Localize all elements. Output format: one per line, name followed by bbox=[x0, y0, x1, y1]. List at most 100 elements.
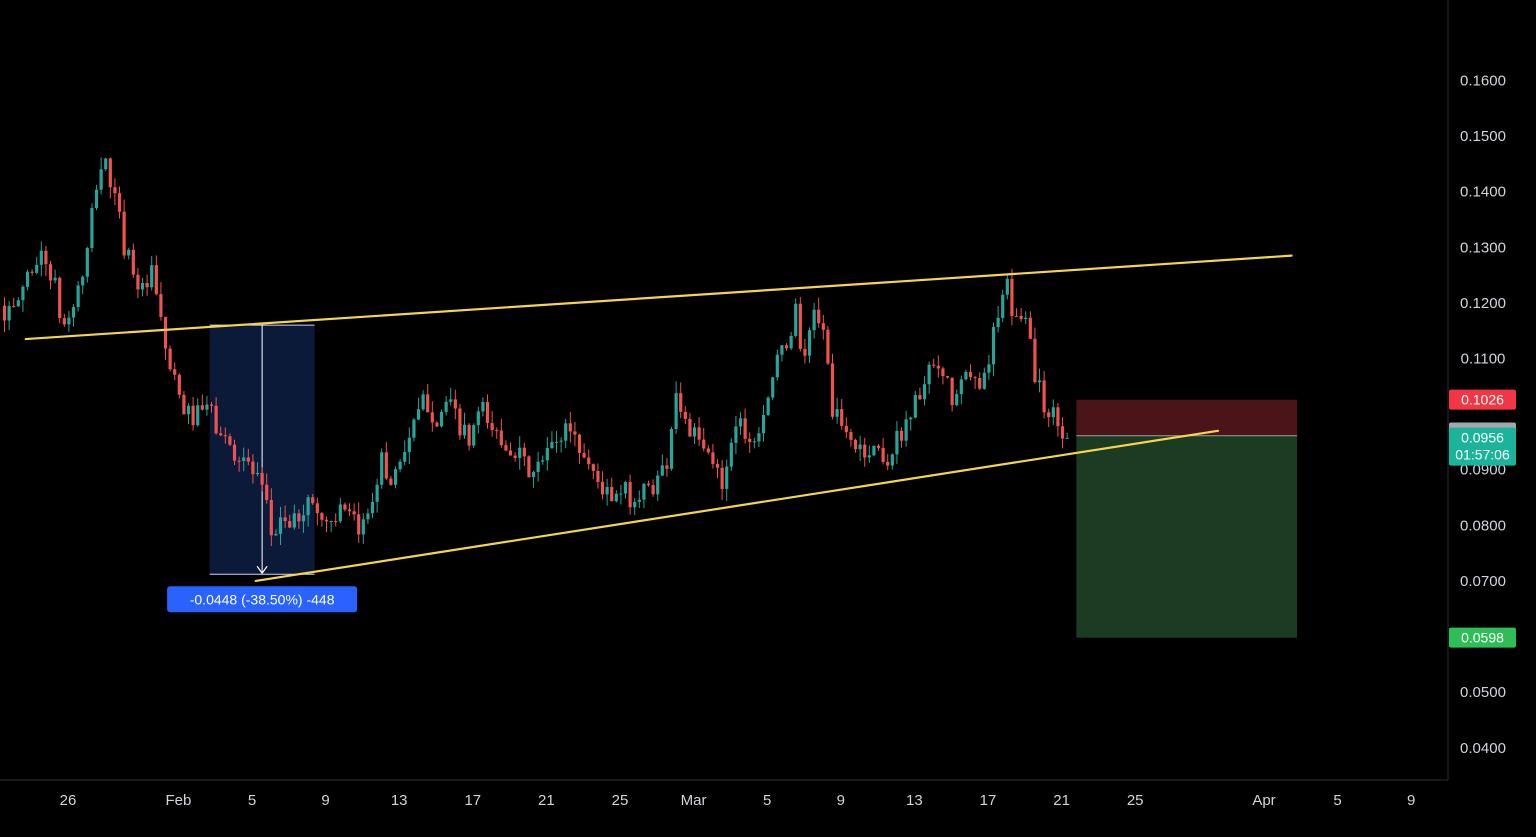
y-tick-label: 0.0800 bbox=[1460, 517, 1506, 534]
stop-loss-zone[interactable] bbox=[1076, 399, 1298, 436]
candle-body bbox=[481, 401, 485, 412]
candle-body bbox=[527, 456, 531, 478]
candle bbox=[909, 416, 913, 431]
candle-body bbox=[508, 450, 513, 456]
candle bbox=[232, 439, 237, 466]
candle-body bbox=[591, 464, 595, 471]
candle bbox=[669, 426, 674, 471]
candle bbox=[292, 504, 296, 530]
candle bbox=[58, 276, 62, 324]
candle-body bbox=[232, 444, 237, 461]
candle bbox=[771, 376, 775, 401]
candle-body bbox=[867, 455, 871, 458]
candle-body bbox=[881, 447, 885, 462]
candle-body bbox=[688, 418, 692, 437]
candle bbox=[108, 157, 112, 199]
candle bbox=[932, 358, 936, 369]
candle-body bbox=[439, 411, 444, 427]
candle-body bbox=[973, 377, 977, 379]
candle bbox=[435, 421, 439, 428]
candle bbox=[582, 443, 586, 459]
candle-body bbox=[890, 454, 894, 466]
candle bbox=[665, 457, 669, 477]
candle bbox=[692, 423, 697, 445]
y-tick-label: 0.0400 bbox=[1460, 740, 1506, 757]
candle bbox=[628, 474, 632, 515]
candle-body bbox=[352, 511, 356, 515]
candle-body bbox=[168, 348, 172, 370]
candle-body bbox=[366, 513, 370, 520]
trendline-upper[interactable] bbox=[24, 254, 1293, 341]
candle bbox=[403, 440, 407, 466]
candle bbox=[840, 398, 844, 430]
candle-body bbox=[738, 418, 743, 427]
candle bbox=[81, 275, 85, 295]
candle bbox=[485, 394, 490, 429]
candle-body bbox=[596, 470, 600, 482]
candle-body bbox=[522, 447, 526, 457]
candle bbox=[536, 451, 540, 482]
candle-body bbox=[343, 504, 347, 510]
candle bbox=[978, 372, 982, 391]
candle bbox=[366, 508, 370, 525]
candle bbox=[90, 203, 94, 253]
candle bbox=[347, 503, 352, 516]
candle-body bbox=[541, 460, 545, 462]
candle-body bbox=[347, 509, 352, 512]
candle-body bbox=[918, 394, 922, 400]
candle-body bbox=[950, 377, 954, 406]
candle-body bbox=[582, 452, 586, 458]
x-tick-label: 5 bbox=[248, 792, 256, 809]
candle bbox=[439, 409, 444, 428]
candle-body bbox=[817, 309, 821, 324]
candle-body bbox=[775, 354, 779, 378]
candle bbox=[1028, 311, 1032, 340]
measure-arrow-head bbox=[256, 565, 268, 575]
candle bbox=[246, 448, 250, 466]
candle-body bbox=[315, 503, 319, 514]
candle bbox=[25, 269, 30, 291]
candle bbox=[830, 353, 835, 420]
candle-body bbox=[311, 497, 315, 504]
candle-body bbox=[978, 378, 982, 389]
x-tick-label: Mar bbox=[681, 792, 707, 809]
candle-body bbox=[573, 431, 577, 435]
candle bbox=[393, 466, 398, 489]
candle-body bbox=[610, 487, 614, 502]
candle-body bbox=[458, 408, 462, 436]
candle-body bbox=[104, 158, 108, 170]
candle-body bbox=[840, 409, 844, 426]
candle bbox=[991, 322, 996, 377]
candle bbox=[734, 415, 738, 454]
trendline-lower[interactable] bbox=[254, 429, 1220, 583]
candle bbox=[610, 477, 614, 502]
candle-body bbox=[1014, 315, 1019, 317]
candle bbox=[255, 462, 260, 477]
candle-body bbox=[982, 372, 986, 389]
candle bbox=[209, 401, 214, 413]
take-profit-zone[interactable] bbox=[1076, 435, 1298, 638]
candle-body bbox=[186, 405, 191, 415]
y-tick-label: 0.1100 bbox=[1461, 351, 1506, 368]
candle bbox=[476, 406, 480, 434]
candle-body bbox=[205, 404, 209, 410]
candle bbox=[127, 247, 131, 260]
candle-body bbox=[476, 411, 480, 426]
candle-body bbox=[743, 418, 747, 439]
candle bbox=[145, 274, 149, 296]
candle bbox=[968, 364, 973, 381]
candle bbox=[738, 412, 743, 435]
candle-body bbox=[485, 401, 490, 424]
y-tick-label: 0.0900 bbox=[1460, 462, 1506, 479]
candle bbox=[619, 484, 623, 505]
candle-body bbox=[53, 277, 57, 281]
candle bbox=[352, 503, 356, 521]
candle-body bbox=[21, 286, 25, 301]
price-tag-value: 0.0598 bbox=[1461, 630, 1504, 646]
candle bbox=[568, 411, 572, 443]
candle bbox=[844, 417, 848, 439]
candle-body bbox=[545, 447, 549, 461]
candle bbox=[265, 473, 269, 504]
